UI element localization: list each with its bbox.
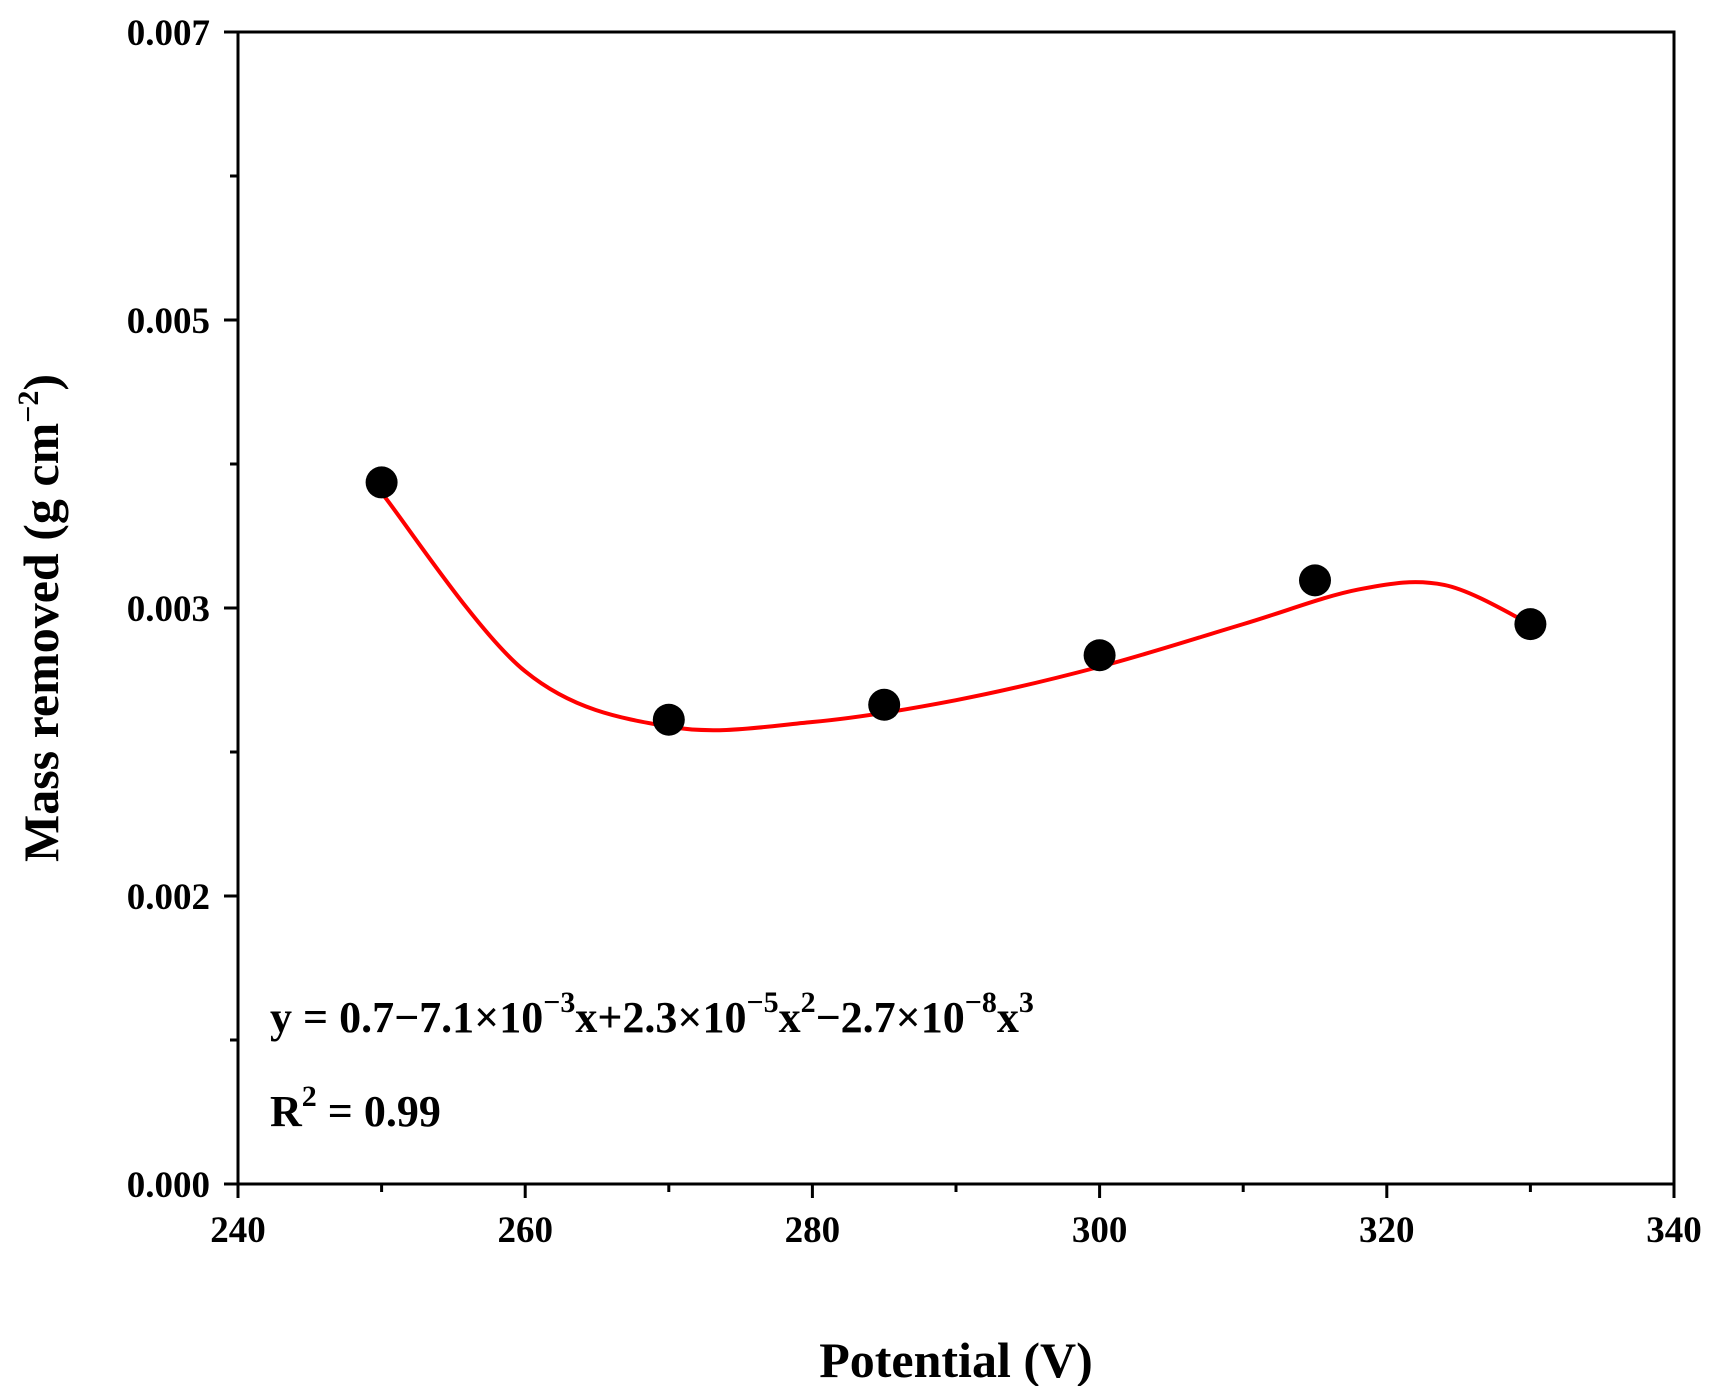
annotation-superscript: 3	[1019, 986, 1034, 1019]
x-axis-title: Potential (V)	[819, 1332, 1093, 1386]
annotation-superscript: −8	[965, 986, 997, 1019]
y-axis-title-main: Mass removed (g cm	[13, 423, 69, 862]
annotation-text: −2.7×10	[816, 993, 965, 1042]
y-tick-label: 0.007	[127, 13, 210, 54]
data-point	[1083, 639, 1116, 672]
y-axis-title: Mass removed (g cm−2)	[12, 374, 69, 862]
data-point	[1514, 608, 1547, 641]
data-points-layer	[365, 466, 1547, 736]
annotation-text: R	[270, 1087, 303, 1136]
data-point	[1299, 564, 1331, 597]
fit-curve-line	[380, 491, 1532, 733]
data-point	[868, 688, 901, 721]
annotation-superscript: 2	[302, 1080, 317, 1113]
x-tick-label: 280	[785, 1210, 841, 1251]
annotation-text: x+2.3×10	[575, 993, 746, 1042]
x-tick-label: 240	[210, 1210, 266, 1251]
y-tick-label: 0.005	[127, 301, 210, 342]
y-tick-label: 0.000	[127, 1165, 210, 1206]
r-squared: R2 = 0.99	[270, 1080, 441, 1136]
y-tick-label: 0.003	[127, 589, 210, 630]
fit-curve-layer	[380, 491, 1532, 733]
x-tick-label: 260	[497, 1210, 553, 1251]
annotation-superscript: −5	[746, 986, 778, 1019]
y-axis: 0.000 0.002 0.003 0.005 0.007	[127, 13, 238, 1206]
data-point	[652, 703, 685, 736]
x-tick-label: 340	[1646, 1210, 1702, 1251]
annotation-text: x	[997, 993, 1019, 1042]
fit-equation: y = 0.7−7.1×10−3x+2.3×10−5x2−2.7×10−8x3	[270, 986, 1034, 1042]
y-tick-label: 0.002	[127, 877, 210, 918]
y-axis-title-exponent: −2	[12, 391, 45, 423]
x-axis: 240 260 280 300 320 340	[210, 1184, 1702, 1251]
annotation-text: y = 0.7−7.1×10	[270, 993, 543, 1042]
annotation-superscript: 2	[801, 986, 816, 1019]
data-point	[365, 466, 398, 499]
annotation-text: x	[779, 993, 801, 1042]
y-axis-title-close: )	[13, 374, 69, 391]
x-tick-label: 300	[1072, 1210, 1128, 1251]
x-tick-label: 320	[1359, 1210, 1415, 1251]
annotation-superscript: −3	[543, 986, 575, 1019]
annotation-text: = 0.99	[317, 1087, 441, 1136]
